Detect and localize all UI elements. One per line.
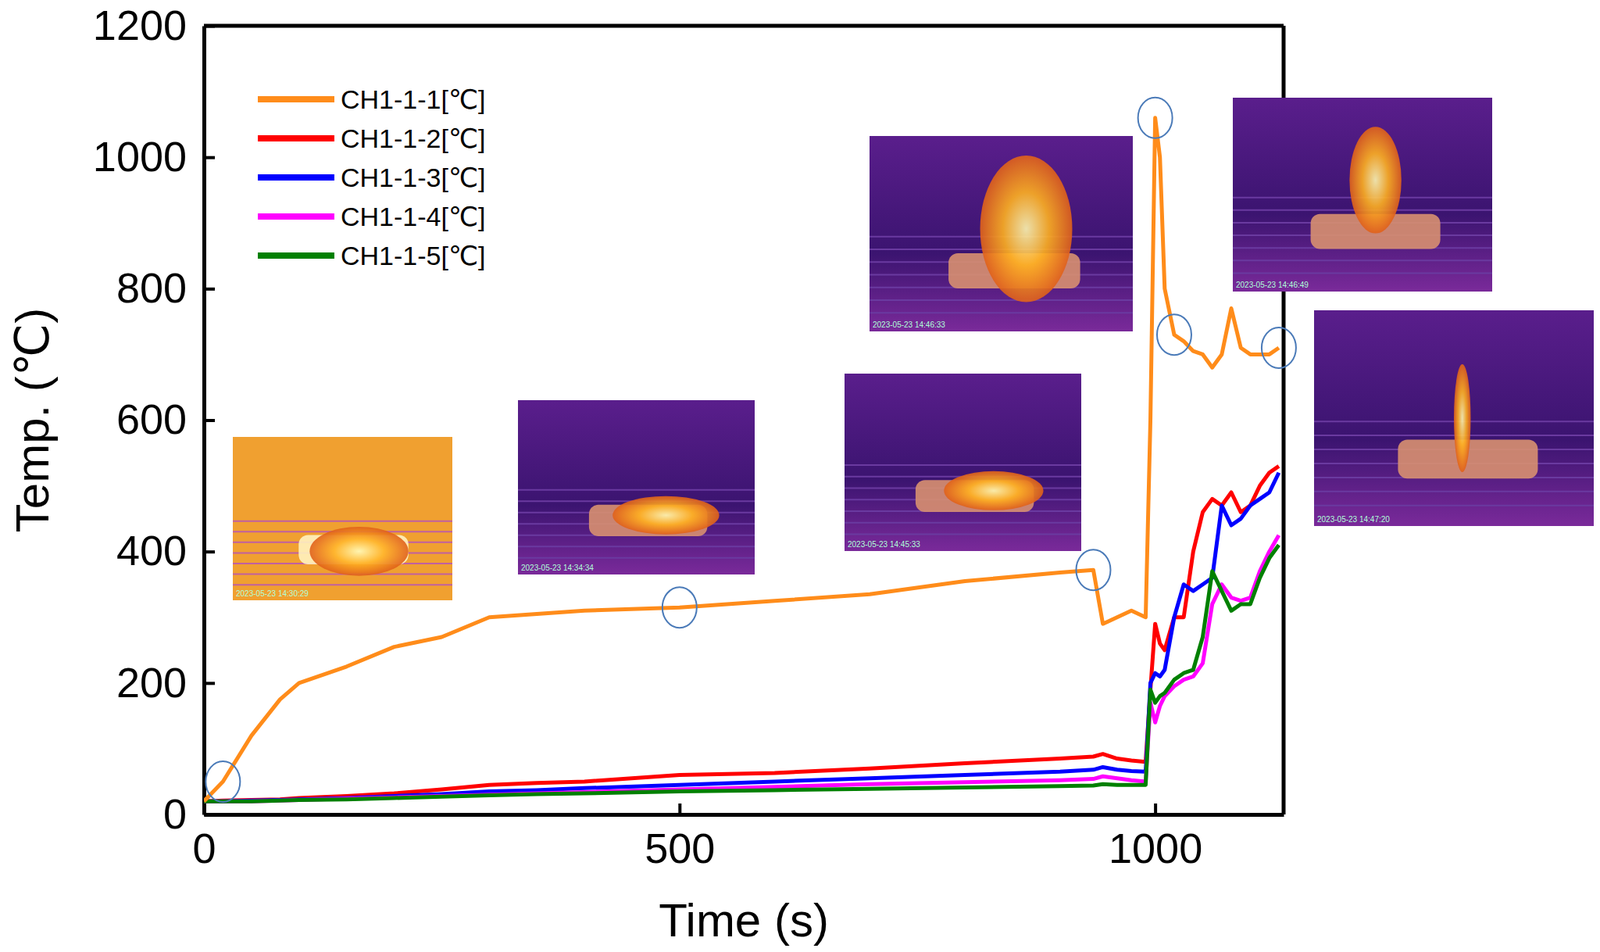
x-tick: 1000 xyxy=(1108,803,1203,872)
y-tick: 1200 xyxy=(92,1,215,49)
x-tick-mark xyxy=(1153,803,1158,815)
plot-area xyxy=(203,117,1279,801)
image-floor xyxy=(1314,504,1594,507)
series-line xyxy=(203,117,1279,801)
y-tick-mark xyxy=(203,418,215,422)
y-tick-label: 200 xyxy=(116,658,187,706)
x-tick-mark xyxy=(203,803,207,815)
image-frame xyxy=(869,135,1133,332)
x-axis-title: Time (s) xyxy=(658,893,829,947)
thermal-image: 2023-05-23 14:46:33 xyxy=(869,135,1133,332)
image-floor xyxy=(1314,490,1594,493)
y-tick-label: 600 xyxy=(116,395,187,443)
image-frame xyxy=(1314,310,1594,526)
callout-circle xyxy=(1138,97,1173,139)
callout-circle xyxy=(662,586,697,628)
y-tick-label: 800 xyxy=(116,264,187,311)
image-floor xyxy=(869,311,1133,314)
y-tick: 400 xyxy=(116,526,215,574)
legend-label: CH1-1-2[℃] xyxy=(340,123,486,154)
x-axis: 0 500 1000 xyxy=(192,803,1284,872)
image-frame xyxy=(232,436,453,600)
legend-swatch xyxy=(257,135,335,142)
image-floor xyxy=(232,583,453,586)
image-flame xyxy=(1349,126,1401,233)
image-floor xyxy=(869,299,1133,301)
legend-swatch xyxy=(257,213,335,220)
image-timestamp: 2023-05-23 14:34:34 xyxy=(521,563,594,572)
y-axis-title: Temp. (℃) xyxy=(6,307,59,533)
image-floor xyxy=(517,545,755,547)
legend-label: CH1-1-1[℃] xyxy=(340,84,486,115)
x-tick: 0 xyxy=(192,803,216,872)
thermal-image: 2023-05-23 14:34:34 xyxy=(517,400,755,575)
legend-label: CH1-1-3[℃] xyxy=(340,162,486,193)
y-tick-mark xyxy=(203,156,215,160)
image-timestamp: 2023-05-23 14:47:20 xyxy=(1317,514,1390,524)
x-tick-label: 500 xyxy=(644,824,715,872)
image-floor xyxy=(232,520,453,522)
chart: 0 200 400 600 800 1000 1200 0 500 1000 Time (s) Tem… xyxy=(0,0,1600,952)
image-flame xyxy=(1453,364,1471,472)
legend-label: CH1-1-5[℃] xyxy=(340,240,486,271)
callout-circle xyxy=(205,760,240,802)
y-tick: 1000 xyxy=(92,132,215,180)
image-flame xyxy=(980,155,1073,303)
y-tick-label: 0 xyxy=(163,789,187,837)
thermal-image: 2023-05-23 14:47:20 xyxy=(1314,310,1594,526)
image-timestamp: 2023-05-23 14:45:33 xyxy=(847,539,921,549)
legend-swatch xyxy=(257,252,335,259)
frame-top xyxy=(203,24,1284,29)
image-flame xyxy=(309,526,408,576)
legend-swatch xyxy=(257,174,335,181)
thermal-image: 2023-05-23 14:45:33 xyxy=(844,373,1082,551)
legend-label: CH1-1-4[℃] xyxy=(340,201,486,232)
x-tick: 500 xyxy=(644,803,715,872)
y-tick: 200 xyxy=(116,658,215,706)
y-tick-label: 1200 xyxy=(92,1,187,49)
image-floor xyxy=(517,557,755,559)
image-floor xyxy=(1232,259,1493,261)
y-tick-mark xyxy=(203,287,215,291)
y-axis: 0 200 400 600 800 1000 1200 xyxy=(92,1,215,837)
image-floor xyxy=(517,489,755,491)
callout-circle xyxy=(1157,314,1192,355)
image-timestamp: 2023-05-23 14:30:29 xyxy=(235,589,309,598)
y-tick: 800 xyxy=(116,264,215,311)
image-flame xyxy=(943,471,1043,511)
image-frame xyxy=(844,373,1082,551)
image-frame xyxy=(1232,97,1493,292)
image-frame xyxy=(517,400,755,575)
y-tick-mark xyxy=(203,681,215,685)
x-tick-label: 0 xyxy=(192,824,216,872)
image-floor xyxy=(844,521,1082,524)
callout-circle xyxy=(1075,549,1111,590)
image-floor xyxy=(844,532,1082,535)
thermal-image: 2023-05-23 14:30:29 xyxy=(232,436,453,600)
y-tick: 600 xyxy=(116,395,215,443)
y-tick-label: 1000 xyxy=(92,132,187,180)
image-flame xyxy=(612,496,719,535)
x-tick-label: 1000 xyxy=(1108,824,1203,872)
image-floor xyxy=(1232,271,1493,274)
image-timestamp: 2023-05-23 14:46:49 xyxy=(1235,280,1309,290)
y-tick-mark xyxy=(203,550,215,554)
image-floor xyxy=(1314,420,1594,422)
x-axis-line xyxy=(204,812,1285,817)
legend-swatch xyxy=(257,96,335,103)
legend: CH1-1-1[℃] CH1-1-2[℃] CH1-1-3[℃] CH1-1-4[℃]… xyxy=(257,84,486,271)
image-timestamp: 2023-05-23 14:46:33 xyxy=(872,320,946,329)
insets: 2023-05-23 14:30:29 2023-05-23 14:34:34 20… xyxy=(205,97,1594,802)
image-floor xyxy=(1314,434,1594,436)
image-floor xyxy=(844,464,1082,466)
y-tick-label: 400 xyxy=(116,526,187,574)
thermal-image: 2023-05-23 14:46:49 xyxy=(1232,97,1493,292)
x-tick-mark xyxy=(678,803,682,815)
callout-circle xyxy=(1261,327,1297,368)
